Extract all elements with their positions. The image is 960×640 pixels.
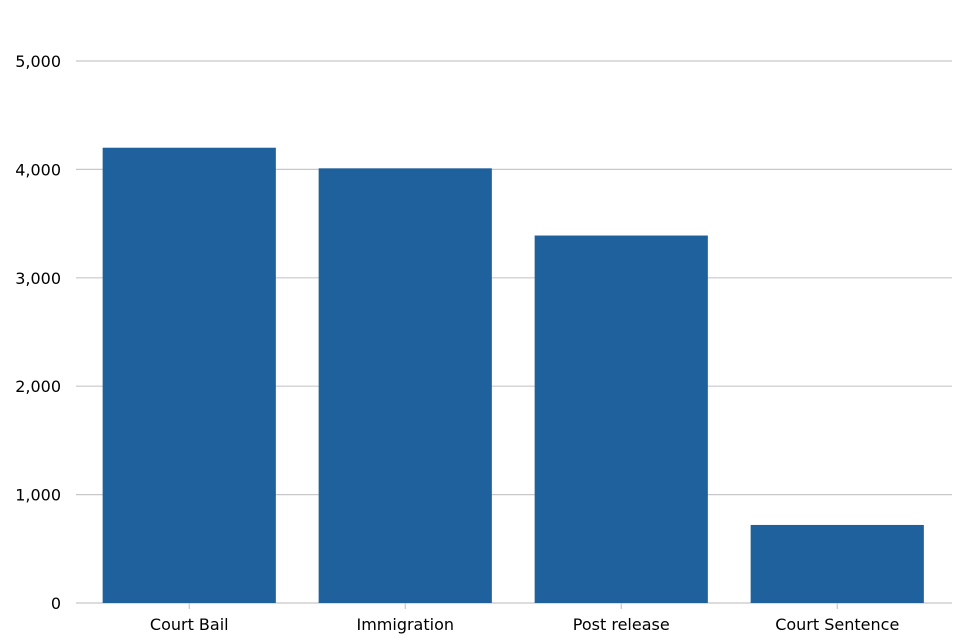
x-axis-labels: Court Bail Immigration Post release Court S…	[150, 603, 899, 634]
y-tick-label: 1,000	[15, 486, 61, 505]
bar	[750, 524, 924, 603]
y-tick-label: 2,000	[15, 377, 61, 396]
bars	[102, 147, 924, 604]
bar	[318, 168, 492, 604]
bar	[534, 235, 708, 604]
y-tick-label: 4,000	[15, 160, 61, 179]
x-tick-label: Post release	[573, 615, 670, 634]
x-tick-label: Immigration	[356, 615, 454, 634]
x-tick-label: Court Bail	[150, 615, 229, 634]
x-tick-label: Court Sentence	[775, 615, 899, 634]
y-tick-label: 3,000	[15, 269, 61, 288]
y-axis-ticks: 0 1,000 2,000 3,000 4,000 5,000	[15, 52, 61, 613]
y-tick-label: 0	[51, 594, 61, 613]
bar	[102, 147, 276, 603]
y-tick-label: 5,000	[15, 52, 61, 71]
